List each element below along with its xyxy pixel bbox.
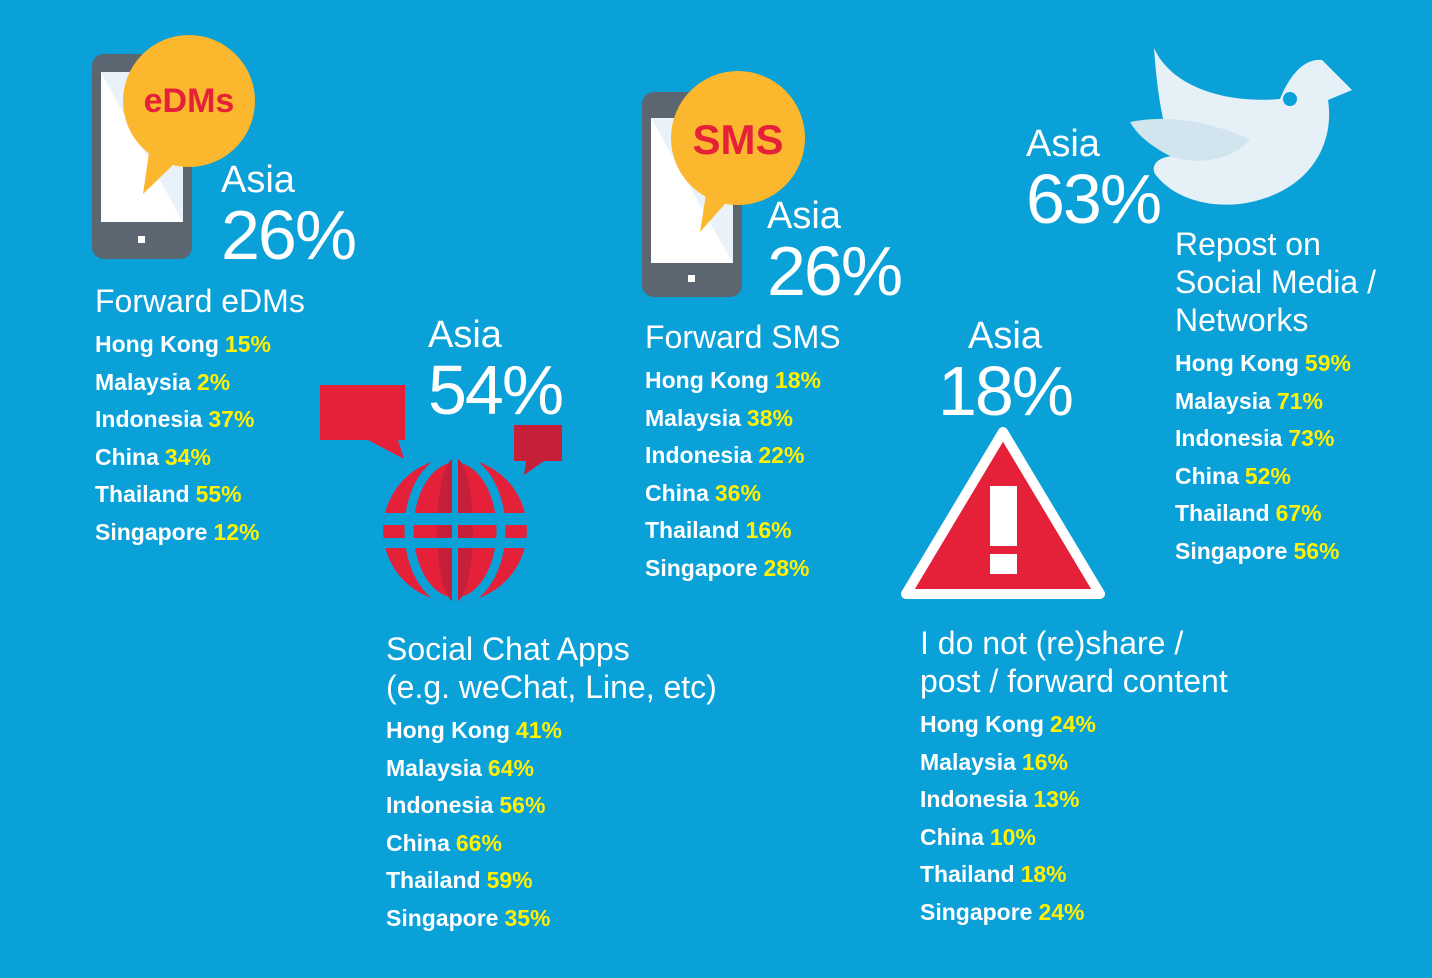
- chat-asia-value: 54%: [428, 351, 564, 429]
- repost-label-sub2: Networks: [1175, 302, 1309, 338]
- edms-label: Forward eDMs: [95, 283, 305, 319]
- noshare-region-label: Asia: [968, 315, 1042, 357]
- phone-edms-icon: eDMs: [92, 35, 255, 259]
- repost-breakdown: Repost on Social Media / Networks Hong K…: [1175, 225, 1376, 570]
- table-row: Malaysia 38%: [645, 404, 793, 431]
- edms-breakdown: Forward eDMs Hong Kong 15% Malaysia 2% Ind…: [95, 282, 305, 551]
- table-row: Thailand 55%: [95, 481, 242, 507]
- sms-stat-block: Asia 26%: [767, 195, 903, 310]
- sms-label: Forward SMS: [645, 319, 841, 355]
- chat-breakdown: Social Chat Apps (e.g. weChat, Line, etc…: [386, 630, 717, 937]
- table-row: China 34%: [95, 443, 211, 470]
- chat-region-label: Asia: [428, 314, 502, 356]
- noshare-rows: Hong Kong 24% Malaysia 16% Indonesia 13% Ch…: [920, 706, 1228, 931]
- noshare-stat-block: Asia 18%: [935, 316, 1075, 426]
- table-row: Malaysia 16%: [920, 748, 1068, 775]
- table-row: Hong Kong 15%: [95, 331, 271, 357]
- table-row: Indonesia 13%: [920, 786, 1080, 812]
- table-row: Malaysia 71%: [1175, 387, 1323, 414]
- table-row: Hong Kong 18%: [645, 367, 821, 393]
- table-row: China 10%: [920, 823, 1036, 850]
- sms-rows: Hong Kong 18% Malaysia 38% Indonesia 22% Ch…: [645, 362, 841, 587]
- table-row: Thailand 67%: [1175, 500, 1322, 526]
- table-row: China 66%: [386, 829, 502, 856]
- repost-asia-value: 63%: [1026, 160, 1162, 238]
- table-row: Singapore 56%: [1175, 537, 1340, 564]
- table-row: Malaysia 2%: [95, 368, 231, 395]
- table-row: Indonesia 73%: [1175, 425, 1335, 451]
- warning-icon: [901, 427, 1105, 599]
- table-row: Indonesia 56%: [386, 792, 546, 818]
- edms-rows: Hong Kong 15% Malaysia 2% Indonesia 37% Chi…: [95, 326, 305, 551]
- table-row: Singapore 28%: [645, 554, 810, 581]
- table-row: China 36%: [645, 479, 761, 506]
- table-row: Hong Kong 59%: [1175, 350, 1351, 376]
- table-row: Singapore 24%: [920, 898, 1085, 925]
- table-row: Indonesia 22%: [645, 442, 805, 468]
- table-row: Malaysia 64%: [386, 754, 534, 781]
- sms-region-label: Asia: [767, 195, 841, 237]
- sms-breakdown: Forward SMS Hong Kong 18% Malaysia 38% Ind…: [645, 318, 841, 587]
- edms-badge-text: eDMs: [144, 82, 235, 120]
- table-row: Thailand 18%: [920, 861, 1067, 887]
- chat-stat-block: Asia 54%: [428, 314, 564, 429]
- phone-sms-icon: SMS: [642, 71, 805, 297]
- table-row: Indonesia 37%: [95, 406, 255, 432]
- noshare-breakdown: I do not (re)share / post / forward cont…: [920, 624, 1228, 931]
- repost-stat-block: Asia 63%: [1026, 123, 1162, 238]
- chat-label-sub: (e.g. weChat, Line, etc): [386, 669, 717, 705]
- table-row: China 52%: [1175, 462, 1291, 489]
- bird-icon: [1130, 48, 1352, 205]
- edms-asia-value: 26%: [221, 196, 357, 274]
- noshare-label: I do not (re)share /: [920, 625, 1184, 661]
- repost-region-label: Asia: [1026, 123, 1100, 165]
- table-row: Thailand 59%: [386, 867, 533, 893]
- chat-rows: Hong Kong 41% Malaysia 64% Indonesia 56% Ch…: [386, 712, 717, 937]
- edms-stat-block: Asia 26%: [221, 159, 357, 274]
- table-row: Thailand 16%: [645, 517, 792, 543]
- table-row: Hong Kong 41%: [386, 717, 562, 743]
- sms-asia-value: 26%: [767, 232, 903, 310]
- edms-region-label: Asia: [221, 159, 295, 201]
- table-row: Singapore 12%: [95, 518, 260, 545]
- repost-rows: Hong Kong 59% Malaysia 71% Indonesia 73% Ch…: [1175, 345, 1376, 570]
- noshare-asia-value: 18%: [937, 352, 1074, 430]
- repost-label: Repost on: [1175, 226, 1321, 262]
- chat-label: Social Chat Apps: [386, 631, 630, 667]
- noshare-label-sub: post / forward content: [920, 663, 1228, 699]
- table-row: Singapore 35%: [386, 904, 551, 931]
- sms-badge-text: SMS: [692, 116, 783, 163]
- globe-chat-icon: [320, 385, 562, 602]
- table-row: Hong Kong 24%: [920, 711, 1096, 737]
- repost-label-sub: Social Media /: [1175, 264, 1376, 300]
